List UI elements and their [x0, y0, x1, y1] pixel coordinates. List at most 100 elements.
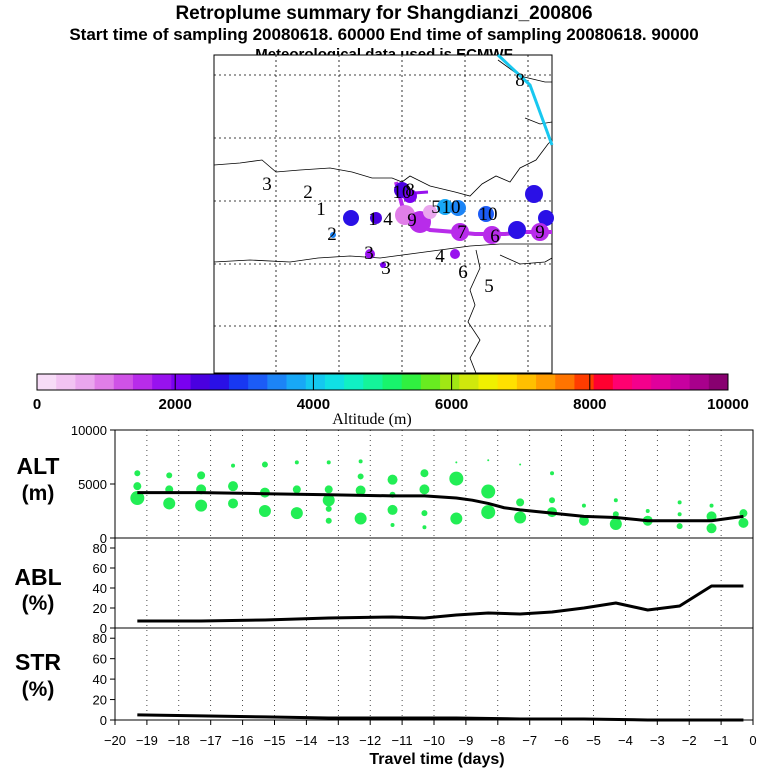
map-label: 10 — [479, 204, 498, 225]
alt-scatter-point — [292, 485, 301, 494]
map-label: 4 — [435, 246, 445, 267]
colorbar-swatch — [37, 374, 57, 390]
colorbar-swatch — [612, 374, 633, 390]
y-tick-label: 0 — [100, 621, 107, 636]
plume-dot — [403, 189, 417, 203]
str-unit: (%) — [22, 678, 55, 701]
x-tick-label: −14 — [295, 733, 317, 748]
alt-scatter-point — [550, 471, 555, 476]
colorbar-swatch — [420, 374, 441, 390]
y-tick-label: 20 — [93, 693, 107, 708]
x-axis: −20 −19 −18 −17 −16 −15 −14 −13 −12 −11 −10 −9 −8 −7−… — [104, 720, 757, 748]
alt-scatter-point — [231, 463, 236, 468]
colorbar-tick-label: 4000 — [297, 396, 330, 413]
map-label: 7 — [457, 222, 467, 243]
map-label: 3 — [364, 243, 374, 264]
alt-scatter-point — [706, 523, 717, 534]
plume-dot — [483, 226, 501, 244]
alt-scatter-point — [645, 509, 650, 513]
colorbar-swatch — [708, 374, 729, 390]
map-label: 5 — [431, 197, 441, 218]
colorbar-swatch — [228, 374, 249, 390]
plume-dots — [330, 182, 554, 268]
x-tick-label: −6 — [554, 733, 569, 748]
alt-scatter-point — [487, 459, 490, 462]
alt-scatter-point — [354, 512, 367, 525]
x-tick-label: −16 — [232, 733, 254, 748]
alt-scatter-point — [390, 523, 395, 528]
x-tick-label: −2 — [682, 733, 697, 748]
alt-scatter-point — [516, 498, 525, 507]
colorbar-swatch — [382, 374, 403, 390]
colorbar-swatch — [267, 374, 287, 390]
abl-panel-frame — [114, 537, 754, 629]
alt-title: ALT — [16, 453, 59, 479]
colorbar-swatch — [248, 374, 268, 390]
colorbar-swatch — [286, 374, 307, 390]
alt-scatter-point — [677, 500, 682, 505]
alt-scatter-point — [421, 510, 428, 517]
map-label: 8 — [405, 180, 415, 201]
alt-scatter-point — [326, 460, 331, 465]
plume-dot — [450, 249, 460, 259]
plume-track-cyan — [496, 53, 554, 146]
colorbar-swatch — [132, 374, 153, 390]
colorbar-swatch — [56, 374, 76, 390]
colorbar-tick-label: 0 — [33, 396, 41, 413]
plume-dot — [437, 199, 453, 215]
x-tick-label: −4 — [618, 733, 633, 748]
colorbar-swatch — [440, 374, 460, 390]
alt-scatter-point — [613, 498, 618, 503]
colorbar-tick-label: 6000 — [435, 396, 468, 413]
str-panel-frame — [114, 627, 754, 721]
alt-scatter-point — [455, 461, 458, 464]
plume-dot — [508, 221, 526, 239]
x-tick-label: −19 — [136, 733, 158, 748]
str-y-axis: 0 20 40 60 80 — [93, 631, 115, 728]
chart-title: Retroplume summary for Shangdianzi_20080… — [175, 3, 593, 24]
alt-scatter-point — [325, 517, 332, 524]
map-label: 9 — [407, 210, 417, 231]
abl-title: ABL — [14, 564, 61, 590]
colorbar-swatch — [516, 374, 537, 390]
y-tick-label: 40 — [93, 672, 107, 687]
alt-scatter-point — [709, 503, 714, 508]
plume-dot — [478, 206, 494, 222]
x-tick-label: −10 — [423, 733, 445, 748]
alt-scatter-point — [514, 511, 527, 524]
map-label: 4 — [383, 209, 393, 230]
alt-scatter-point — [355, 485, 366, 496]
colorbar-tick-label: 10000 — [707, 396, 749, 413]
plume-dot — [365, 249, 375, 259]
x-tick-label: −7 — [522, 733, 537, 748]
y-tick-label: 0 — [100, 713, 107, 728]
plume-dot — [531, 223, 549, 241]
alt-scatter-point — [420, 469, 429, 478]
alt-scatter-point — [322, 494, 335, 507]
altitude-colorbar: 0 2000 4000 6000 8000 10000 Altitude (m) — [33, 373, 749, 428]
map-label: 1 — [368, 209, 378, 230]
map-label: 3 — [381, 258, 391, 279]
map-gridlines — [214, 55, 552, 373]
colorbar-swatch — [632, 374, 652, 390]
alt-scatter-point — [581, 503, 586, 508]
alt-scatter-point — [609, 517, 622, 530]
colorbar-swatch — [171, 374, 191, 390]
x-gridlines — [146, 430, 722, 720]
colorbar-swatch — [497, 374, 518, 390]
y-tick-label: 10000 — [71, 423, 107, 438]
alt-y-axis: 0 5000 10000 — [71, 423, 115, 546]
colorbar-swatch — [305, 374, 326, 390]
map-label: 3 — [262, 174, 272, 195]
plume-dot — [370, 212, 382, 224]
colorbar-swatch — [401, 374, 422, 390]
alt-scatter-point — [134, 470, 141, 477]
colorbar-swatch — [555, 374, 575, 390]
colorbar-swatches — [37, 374, 729, 390]
colorbar-swatch — [113, 374, 134, 390]
alt-unit: (m) — [22, 482, 55, 505]
map-label: 10 — [393, 182, 412, 203]
alt-scatter-point — [549, 497, 556, 504]
